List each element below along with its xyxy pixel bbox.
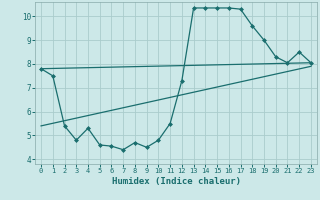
X-axis label: Humidex (Indice chaleur): Humidex (Indice chaleur)	[111, 177, 241, 186]
